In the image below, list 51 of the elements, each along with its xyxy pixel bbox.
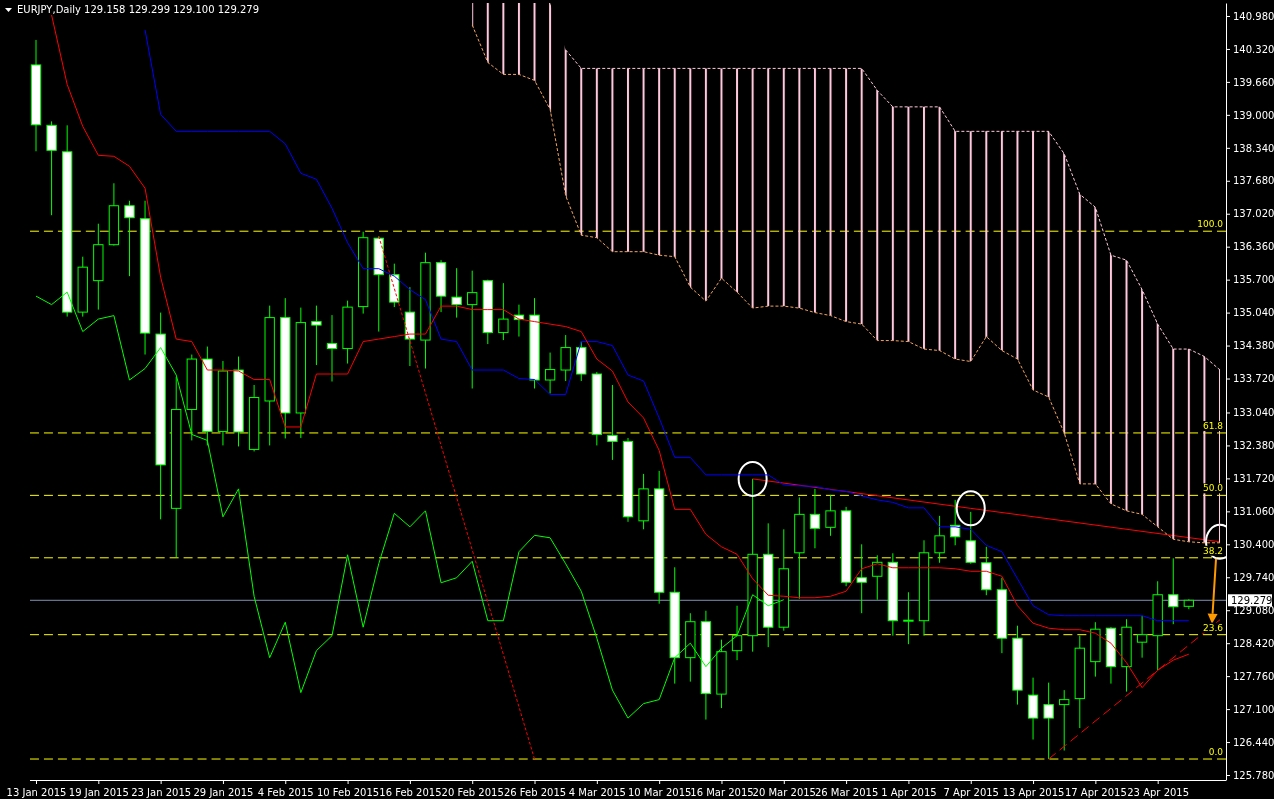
annotation: 38.2 <box>1202 545 1223 556</box>
annotation: 50.0 <box>1202 483 1224 494</box>
y-tick-label: 128.420 <box>1233 637 1274 649</box>
x-tick-label: 1 Apr 2015 <box>881 787 937 798</box>
x-tick-label: 4 Feb 2015 <box>257 787 314 798</box>
chart-title: EURJPY,Daily 129.158 129.299 129.100 129.279 <box>17 4 260 15</box>
y-tick-label: 131.720 <box>1233 473 1274 485</box>
ref-line-label: 129.279 <box>1231 595 1273 607</box>
x-tick-label: 26 Feb 2015 <box>503 787 567 798</box>
x-tick-label: 29 Jan 2015 <box>193 787 254 798</box>
y-tick-label: 125.780 <box>1233 769 1274 781</box>
x-tick-label: 23 Jan 2015 <box>131 787 192 798</box>
y-tick-label: 129.740 <box>1233 571 1274 583</box>
x-tick-label: 26 Mar 2015 <box>814 787 879 798</box>
x-tick-label: 16 Mar 2015 <box>690 787 754 798</box>
y-tick-label: 132.380 <box>1233 440 1274 452</box>
y-tick-label: 140.980 <box>1233 10 1274 22</box>
x-tick-label: 17 Apr 2015 <box>1064 787 1127 798</box>
y-tick-label: 131.060 <box>1233 506 1274 518</box>
y-tick-label: 135.700 <box>1233 274 1274 286</box>
y-tick-label: 130.400 <box>1233 539 1274 550</box>
x-tick-label: 13 Jan 2015 <box>6 787 67 798</box>
y-tick-label: 136.360 <box>1233 241 1274 253</box>
y-tick-label: 126.440 <box>1233 736 1274 748</box>
y-tick-label: 138.340 <box>1233 142 1274 154</box>
y-tick-label: 135.040 <box>1233 307 1274 319</box>
x-tick-label: 16 Feb 2015 <box>379 787 442 798</box>
y-tick-label: 127.760 <box>1233 670 1274 682</box>
x-tick-label: 20 Mar 2015 <box>752 787 816 798</box>
annotation: 61.8 <box>1202 420 1224 431</box>
x-tick-label: 7 Apr 2015 <box>943 787 999 798</box>
y-tick-label: 137.020 <box>1233 208 1274 220</box>
x-tick-label: 20 Feb 2015 <box>441 787 504 798</box>
y-tick-label: 127.100 <box>1233 703 1274 715</box>
y-tick-label: 133.040 <box>1233 407 1274 419</box>
annotation: 100.0 <box>1197 219 1224 230</box>
y-tick-label: 133.720 <box>1233 373 1274 385</box>
x-tick-label: 4 Mar 2015 <box>568 787 626 798</box>
x-tick-label: 23 Apr 2015 <box>1127 787 1190 798</box>
x-tick-label: 10 Mar 2015 <box>627 787 692 798</box>
y-tick-label: 139.660 <box>1233 76 1274 88</box>
annotation: 23.6 <box>1202 622 1224 633</box>
x-tick-label: 19 Jan 2015 <box>68 787 129 798</box>
x-tick-label: 13 Apr 2015 <box>1002 787 1065 798</box>
y-tick-label: 137.680 <box>1233 175 1274 187</box>
y-tick-label: 140.320 <box>1233 43 1274 55</box>
y-tick-label: 134.380 <box>1233 340 1274 352</box>
x-tick-label: 10 Feb 2015 <box>316 787 380 798</box>
annotation: 0.0 <box>1208 747 1224 758</box>
y-tick-label: 139.000 <box>1233 109 1274 121</box>
y-tick-label: 129.080 <box>1233 604 1274 616</box>
